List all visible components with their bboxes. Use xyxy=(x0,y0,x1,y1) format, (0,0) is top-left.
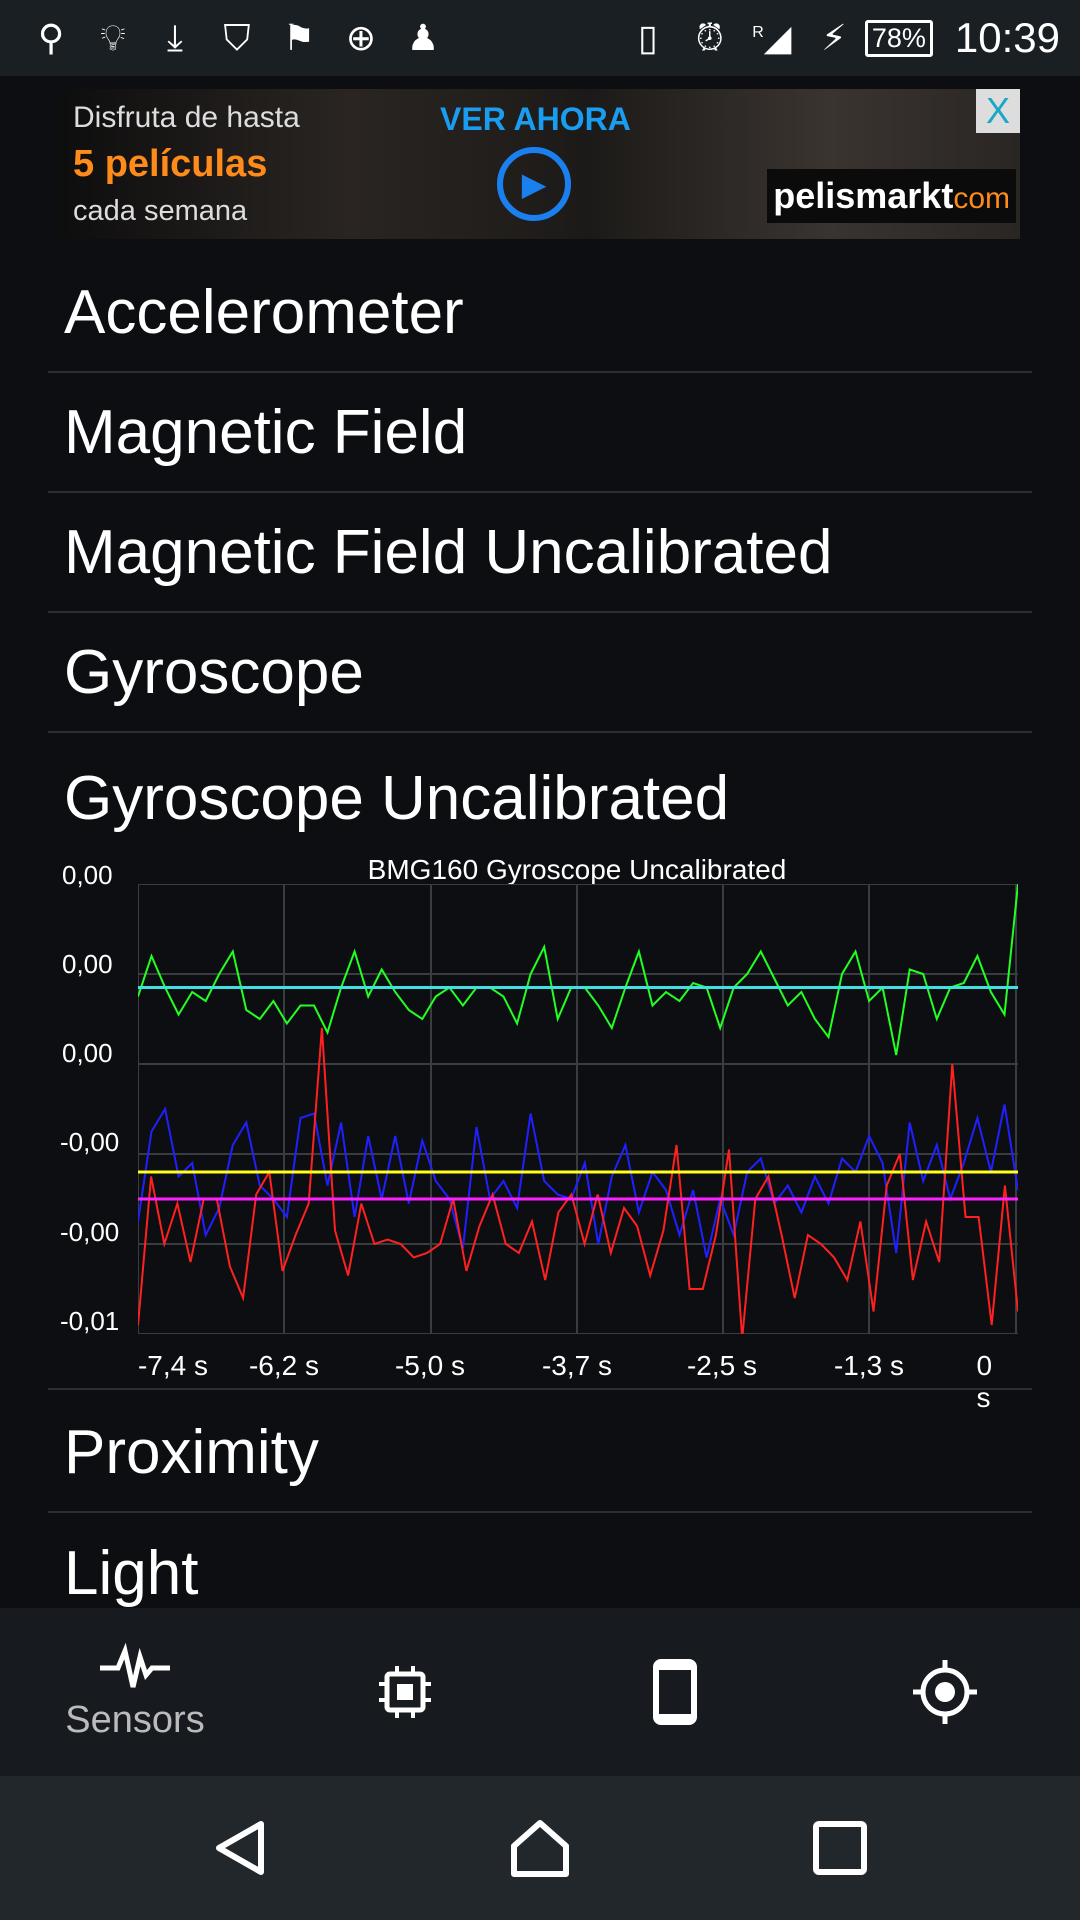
sensor-item-magnetic-field[interactable]: Magnetic Field xyxy=(48,373,1032,493)
nav-tab-label: Sensors xyxy=(65,1698,205,1741)
charging-icon: ⚡︎ xyxy=(821,17,847,58)
sensor-item-light[interactable]: Light xyxy=(64,1538,199,1608)
chart-plot-area xyxy=(138,884,1018,1334)
sensor-item-gyroscope[interactable]: Gyroscope xyxy=(48,613,1032,733)
play-icon[interactable]: ▶ xyxy=(497,147,571,221)
x-tick-label: -2,5 s xyxy=(686,1350,758,1381)
clock: 10:39 xyxy=(954,14,1060,61)
y-tick-label: 0,00 xyxy=(62,1038,113,1068)
flag-icon: ⚑ xyxy=(282,17,316,58)
sensor-item-accelerometer[interactable]: Accelerometer xyxy=(48,253,1032,373)
battery-level: 78% xyxy=(864,19,933,57)
ad-brand-tld: com xyxy=(953,182,1010,215)
ad-cta[interactable]: VER AHORA xyxy=(440,101,631,137)
android-icon: ♟ xyxy=(406,17,440,58)
phone-icon xyxy=(653,1659,697,1725)
ad-line3: cada semana xyxy=(73,195,248,227)
ad-brand-name: pelismarkt xyxy=(773,175,954,216)
gyroscope-chart: BMG160 Gyroscope Uncalibrated 0,00 0,00 … xyxy=(48,850,1032,1413)
y-tick-label: 0,00 xyxy=(62,949,113,979)
home-icon[interactable] xyxy=(510,1818,570,1878)
chip-icon xyxy=(379,1666,431,1718)
status-bar: ⚲ 💡︎ ⤓ ⛉ ⚑ ⊕ ♟ ▯ ⏰︎ R◢ ⚡︎ 78% 10:39 xyxy=(0,0,1080,76)
ad-brand: pelismarktcom xyxy=(767,169,1016,223)
waveform-icon xyxy=(100,1642,170,1688)
x-tick-label: -7,4 s xyxy=(137,1350,209,1381)
x-tick-label: -5,0 s xyxy=(394,1350,466,1381)
series-line xyxy=(138,1104,1018,1258)
bottom-navigation: Sensors xyxy=(0,1608,1080,1776)
nav-tab-sensors[interactable]: Sensors xyxy=(0,1608,270,1776)
y-tick-label: 0,00 xyxy=(62,860,113,890)
globe-icon: ⊕ xyxy=(345,17,377,58)
y-tick-label: -0,00 xyxy=(60,1217,120,1247)
y-tick-label: -0,00 xyxy=(60,1127,120,1157)
nav-tab-device[interactable] xyxy=(540,1608,810,1776)
x-tick-label: -3,7 s xyxy=(541,1350,613,1381)
series-line xyxy=(138,1027,1018,1334)
signal-icon: R◢ xyxy=(752,17,792,58)
nav-tab-location[interactable] xyxy=(810,1608,1080,1776)
ad-line1: Disfruta de hasta xyxy=(73,101,300,134)
x-tick-label: 0 s xyxy=(976,1350,993,1413)
recents-icon[interactable] xyxy=(810,1818,870,1878)
sensor-item-proximity[interactable]: Proximity xyxy=(48,1393,1032,1513)
x-tick-label: -1,3 s xyxy=(833,1350,905,1381)
sensor-item-gyroscope-uncalibrated[interactable]: Gyroscope Uncalibrated xyxy=(64,763,730,833)
ad-banner[interactable]: Disfruta de hasta 5 películas cada seman… xyxy=(60,89,1020,239)
lightbulb-icon: 💡︎ xyxy=(100,16,126,58)
system-navigation-bar xyxy=(0,1776,1080,1920)
download-icon: ⤓ xyxy=(167,16,183,58)
back-icon[interactable] xyxy=(211,1818,271,1878)
nav-tab-hardware[interactable] xyxy=(270,1608,540,1776)
ad-line2: 5 películas xyxy=(73,143,268,185)
roaming-indicator: R xyxy=(752,24,764,41)
location-target-icon xyxy=(913,1660,977,1724)
y-tick-label: -0,01 xyxy=(60,1306,120,1336)
vibrate-icon: ▯ xyxy=(637,17,658,58)
sensor-item-magnetic-field-uncalibrated[interactable]: Magnetic Field Uncalibrated xyxy=(48,493,1032,613)
alarm-icon: ⏰︎ xyxy=(695,16,724,58)
ad-close-button[interactable]: X xyxy=(976,89,1020,133)
chart-title: BMG160 Gyroscope Uncalibrated xyxy=(367,854,787,885)
shield-icon: ⛉ xyxy=(223,16,251,58)
x-tick-label: -6,2 s xyxy=(248,1350,320,1381)
usb-icon: ⚲ xyxy=(37,17,65,58)
